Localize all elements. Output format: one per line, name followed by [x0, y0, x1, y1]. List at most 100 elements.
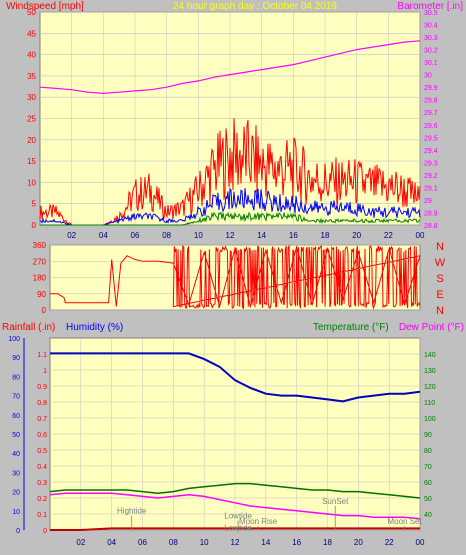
- compass-s: S: [436, 273, 443, 285]
- chart-title: 24 hour graph day : October 04 2019: [173, 1, 337, 12]
- wind-x-tick-label: 04: [99, 231, 108, 240]
- wind-x-tick-label: 08: [162, 231, 171, 240]
- wind-x-tick-label: 22: [384, 231, 393, 240]
- direction-tick-label: 360: [33, 241, 47, 250]
- barometer-tick-label: 30: [424, 73, 432, 80]
- direction-tick-label: 90: [37, 290, 46, 299]
- wind-tick-label: 10: [27, 178, 36, 187]
- barometer-tick-label: 30.4: [424, 23, 438, 30]
- humidity-x-tick-label: 00: [416, 538, 425, 547]
- rain-tick-label: 0.6: [37, 432, 47, 439]
- rain-tick-label: 0: [43, 528, 47, 535]
- temperature-tick-label: 40: [424, 512, 432, 519]
- direction-tick-label: 0: [42, 306, 47, 315]
- wind-tick-label: 25: [27, 115, 36, 124]
- direction-tick-label: 270: [33, 257, 47, 266]
- rain-tick-label: 0.3: [37, 480, 47, 487]
- event-label: Hightide: [117, 507, 147, 516]
- event-label: Lowtide: [224, 511, 252, 520]
- wind-tick-label: 50: [27, 8, 36, 17]
- humidity-x-tick-label: 16: [292, 538, 301, 547]
- humidity-x-tick-label: 08: [169, 538, 178, 547]
- humidity-x-tick-label: 06: [138, 538, 147, 547]
- humidity-x-tick-label: 04: [107, 538, 116, 547]
- rain-tick-label: 0.2: [37, 496, 47, 503]
- rain-tick-label: 0.1: [37, 512, 47, 519]
- rain-tick-label: 0.8: [37, 400, 47, 407]
- barometer-tick-label: 30.3: [424, 35, 438, 42]
- barometer-tick-label: 29.3: [424, 160, 438, 167]
- humidity-x-tick-label: 18: [323, 538, 332, 547]
- wind-x-tick-label: 16: [289, 231, 298, 240]
- wind-x-tick-label: 06: [131, 231, 140, 240]
- barometer-tick-label: 29.5: [424, 135, 438, 142]
- wind-x-tick-label: 18: [321, 231, 330, 240]
- wind-direction-line: [50, 244, 421, 310]
- humidity-tick-label: 50: [12, 432, 20, 439]
- humidity-x-tick-label: 22: [385, 538, 394, 547]
- barometer-tick-label: 30.5: [424, 10, 438, 17]
- humidity-tick-label: 90: [12, 355, 20, 362]
- dewpoint-line: [49, 492, 421, 520]
- wind-x-tick-label: 02: [67, 231, 76, 240]
- axis-labels: 0510152025303540455028.828.92929.129.229…: [8, 8, 437, 547]
- wind-x-tick-label: 00: [416, 231, 425, 240]
- barometer-tick-label: 29.6: [424, 123, 438, 130]
- wind-tick-label: 45: [27, 29, 36, 38]
- temperature-tick-label: 110: [424, 400, 435, 407]
- temperature-label: Temperature (°F): [313, 322, 389, 333]
- humidity-x-tick-label: 10: [200, 538, 209, 547]
- rain-tick-label: 0.9: [37, 384, 47, 391]
- chart-marks: [39, 40, 421, 533]
- humidity-tick-label: 80: [12, 374, 20, 381]
- barometer-tick-label: 29.9: [424, 85, 438, 92]
- wind-tick-label: 5: [32, 200, 37, 209]
- humidity-x-tick-label: 12: [231, 538, 240, 547]
- humidity-tick-label: 30: [12, 470, 20, 477]
- rain-tick-label: 1.1: [37, 352, 47, 359]
- barometer-tick-label: 29.8: [424, 98, 438, 105]
- barometer-tick-label: 30.2: [424, 48, 438, 55]
- wind-x-tick-label: 12: [226, 231, 235, 240]
- temperature-tick-label: 60: [424, 480, 432, 487]
- temperature-tick-label: 100: [424, 416, 436, 423]
- rain-tick-label: 0.5: [37, 448, 47, 455]
- temperature-line: [49, 482, 421, 499]
- barometer-tick-label: 29: [424, 198, 432, 205]
- temperature-tick-label: 130: [424, 368, 436, 375]
- rain-tick-label: 0.4: [37, 464, 47, 471]
- humidity-tick-label: 40: [12, 451, 20, 458]
- rain-tick-label: 0.7: [37, 416, 47, 423]
- wind-tick-label: 30: [27, 93, 36, 102]
- temperature-tick-label: 50: [424, 496, 432, 503]
- temperature-tick-label: 80: [424, 448, 432, 455]
- barometer-tick-label: 29.1: [424, 185, 438, 192]
- humidity-x-tick-label: 14: [261, 538, 270, 547]
- humidity-line: [50, 352, 421, 403]
- wind-tick-label: 20: [27, 136, 36, 145]
- wind-low-line: [40, 211, 421, 226]
- rainfall-label: Rainfall (.in): [2, 322, 55, 333]
- wind-x-tick-label: 20: [352, 231, 361, 240]
- temperature-tick-label: 140: [424, 352, 436, 359]
- temperature-tick-label: 70: [424, 464, 432, 471]
- humidity-x-tick-label: 02: [76, 538, 85, 547]
- humidity-label: Humidity (%): [66, 322, 123, 333]
- barometer-tick-label: 29.2: [424, 173, 438, 180]
- barometer-tick-label: 28.8: [424, 223, 438, 230]
- event-label: Moon Rise: [239, 517, 278, 526]
- humidity-tick-label: 60: [12, 413, 20, 420]
- wind-x-tick-label: 10: [194, 231, 203, 240]
- wind-tick-label: 40: [27, 51, 36, 60]
- barometer-tick-label: 28.9: [424, 210, 438, 217]
- barometer-tick-label: 29.4: [424, 148, 438, 155]
- event-label: Lowtide: [224, 523, 252, 532]
- humidity-tick-label: 70: [12, 394, 20, 401]
- event-label: SunSet: [322, 497, 349, 506]
- compass-n-bottom: N: [436, 305, 444, 317]
- wind-tick-label: 15: [27, 157, 36, 166]
- barometer-line: [39, 40, 421, 95]
- windspeed-label: Windspeed [mph]: [6, 1, 84, 12]
- compass-e: E: [436, 289, 443, 301]
